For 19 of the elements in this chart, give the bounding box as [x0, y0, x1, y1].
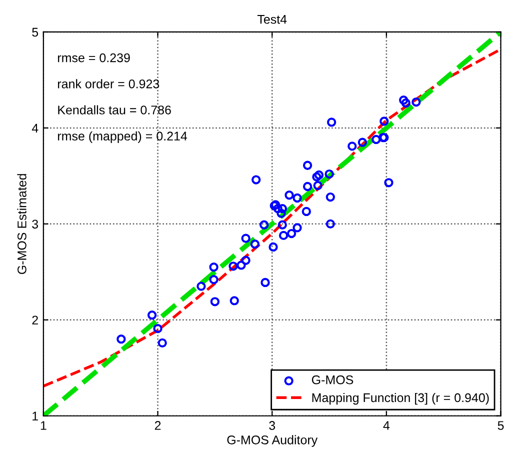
- x-tick-label: 2: [154, 421, 161, 430]
- y-tick-label: 5: [32, 28, 38, 37]
- annotation: rank order = 0.923: [58, 79, 160, 88]
- legend-label: G-MOS: [312, 375, 354, 384]
- y-tick-label: 1: [32, 412, 38, 420]
- annotation: rmse = 0.239: [58, 53, 130, 62]
- legend-label: Mapping Function [3] (r = 0.940): [312, 392, 489, 405]
- annotation: Kendalls tau = 0.786: [58, 105, 171, 114]
- y-tick-label: 4: [32, 124, 38, 132]
- x-tick-label: 4: [383, 421, 390, 430]
- x-axis-title: G-MOS Auditory: [227, 435, 318, 447]
- annotation: rmse (mapped) = 0.214: [58, 131, 188, 143]
- x-tick-label: 1: [40, 421, 46, 430]
- y-tick-label: 3: [32, 220, 38, 229]
- chart-title: Test4: [257, 15, 287, 24]
- y-tick-label: 2: [32, 316, 38, 324]
- x-tick-label: 5: [498, 421, 504, 430]
- x-tick-label: 3: [269, 421, 276, 430]
- y-axis-title: G-MOS Estimated: [17, 174, 26, 274]
